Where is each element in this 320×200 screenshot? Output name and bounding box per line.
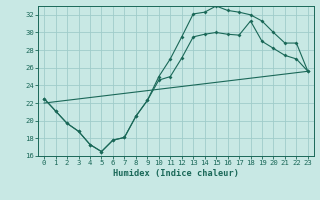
X-axis label: Humidex (Indice chaleur): Humidex (Indice chaleur) <box>113 169 239 178</box>
